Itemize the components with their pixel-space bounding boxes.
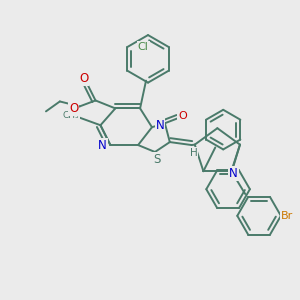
Text: Cl: Cl <box>138 42 149 52</box>
Text: H: H <box>190 148 197 158</box>
Text: O: O <box>79 72 88 85</box>
Text: N: N <box>155 119 164 132</box>
Text: O: O <box>69 102 78 115</box>
Text: N: N <box>98 139 107 152</box>
Text: N: N <box>229 167 238 180</box>
Text: Br: Br <box>281 211 293 221</box>
Text: S: S <box>153 153 161 167</box>
Text: O: O <box>178 111 187 121</box>
Text: CH₃: CH₃ <box>62 111 79 120</box>
